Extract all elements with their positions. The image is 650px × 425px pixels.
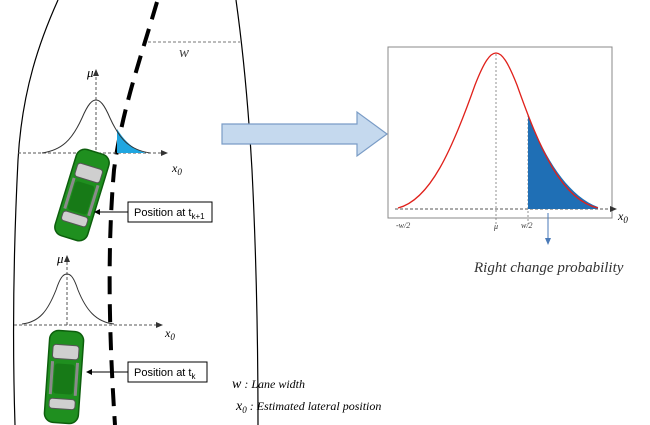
lower-x0-label: x0 (164, 326, 175, 342)
position-tk-box (127, 361, 208, 383)
plot-x-arrowhead (610, 206, 617, 212)
road-left-edge (12, 0, 59, 425)
legend-lateral-position: x0 : Estimated lateral position (235, 399, 381, 415)
upper-x0-arrowhead (161, 150, 168, 156)
transition-arrow (221, 110, 389, 158)
pointer-tk1-head (94, 209, 100, 215)
car-at-tk (43, 329, 85, 425)
road-right-edge (235, 0, 259, 425)
plot-gaussian-curve (397, 52, 599, 209)
upper-x0-label: x0 (171, 161, 182, 177)
legend-lane-width: w : Lane width (232, 377, 305, 392)
lane-width-label: w (179, 45, 189, 61)
lower-mu-label: μ (56, 251, 64, 266)
probability-pointer-head (545, 238, 551, 245)
upper-mu-label: μ (86, 65, 94, 80)
pointer-tk-head (86, 369, 92, 375)
upper-gaussian-curve (41, 99, 151, 154)
car-at-tk1 (54, 148, 110, 242)
position-tk1-label: Position at tk+1 (134, 207, 205, 221)
upper-tail-area (117, 129, 146, 153)
right-change-probability-label: Right change probability (473, 260, 624, 276)
tick-minus-half-w: -w/2 (396, 221, 410, 230)
position-tk1-box (127, 201, 213, 223)
upper-mu-arrowhead (93, 69, 99, 76)
tick-plus-half-w: w/2 (521, 221, 533, 230)
position-tk-label: Position at tk (134, 367, 196, 381)
lane-divider (107, 1, 159, 425)
lower-x0-arrowhead (156, 322, 163, 328)
lower-mu-arrowhead (64, 255, 70, 262)
plot-x0-label: x0 (617, 209, 628, 225)
tick-mu: μ (493, 222, 498, 231)
plot-tail-area (528, 115, 598, 209)
lower-gaussian-curve (21, 273, 115, 325)
